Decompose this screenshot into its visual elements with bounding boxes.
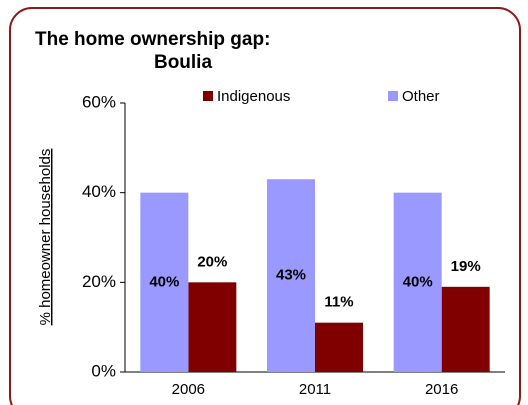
x-tick-label: 2011 [299, 381, 331, 398]
y-tick-label: 60% [82, 92, 116, 111]
data-label: 20% [197, 253, 227, 270]
bar [315, 322, 363, 372]
data-label: 43% [276, 267, 306, 284]
legend-label: Indigenous [217, 88, 290, 105]
bar [441, 286, 490, 372]
y-tick-label: 40% [82, 182, 116, 201]
x-tick-label: 2006 [172, 381, 205, 398]
frame [9, 7, 521, 405]
bar [393, 192, 442, 372]
data-label: 40% [403, 273, 433, 290]
y-tick-label: 20% [82, 272, 116, 291]
bar [140, 192, 189, 372]
legend-label: Other [402, 88, 440, 105]
legend-swatch [388, 91, 398, 101]
bar [188, 282, 237, 372]
y-axis-label: % homeowner households [37, 149, 54, 326]
data-label: 40% [149, 273, 179, 290]
data-label: 11% [324, 294, 353, 311]
x-tick-label: 2016 [425, 381, 458, 398]
chart-subtitle: Boulia [154, 52, 212, 73]
legend-swatch [203, 91, 213, 101]
data-label: 19% [451, 258, 481, 275]
chart-title: The home ownership gap: [35, 29, 270, 50]
y-tick-label: 0% [91, 361, 116, 380]
bar [267, 179, 315, 372]
